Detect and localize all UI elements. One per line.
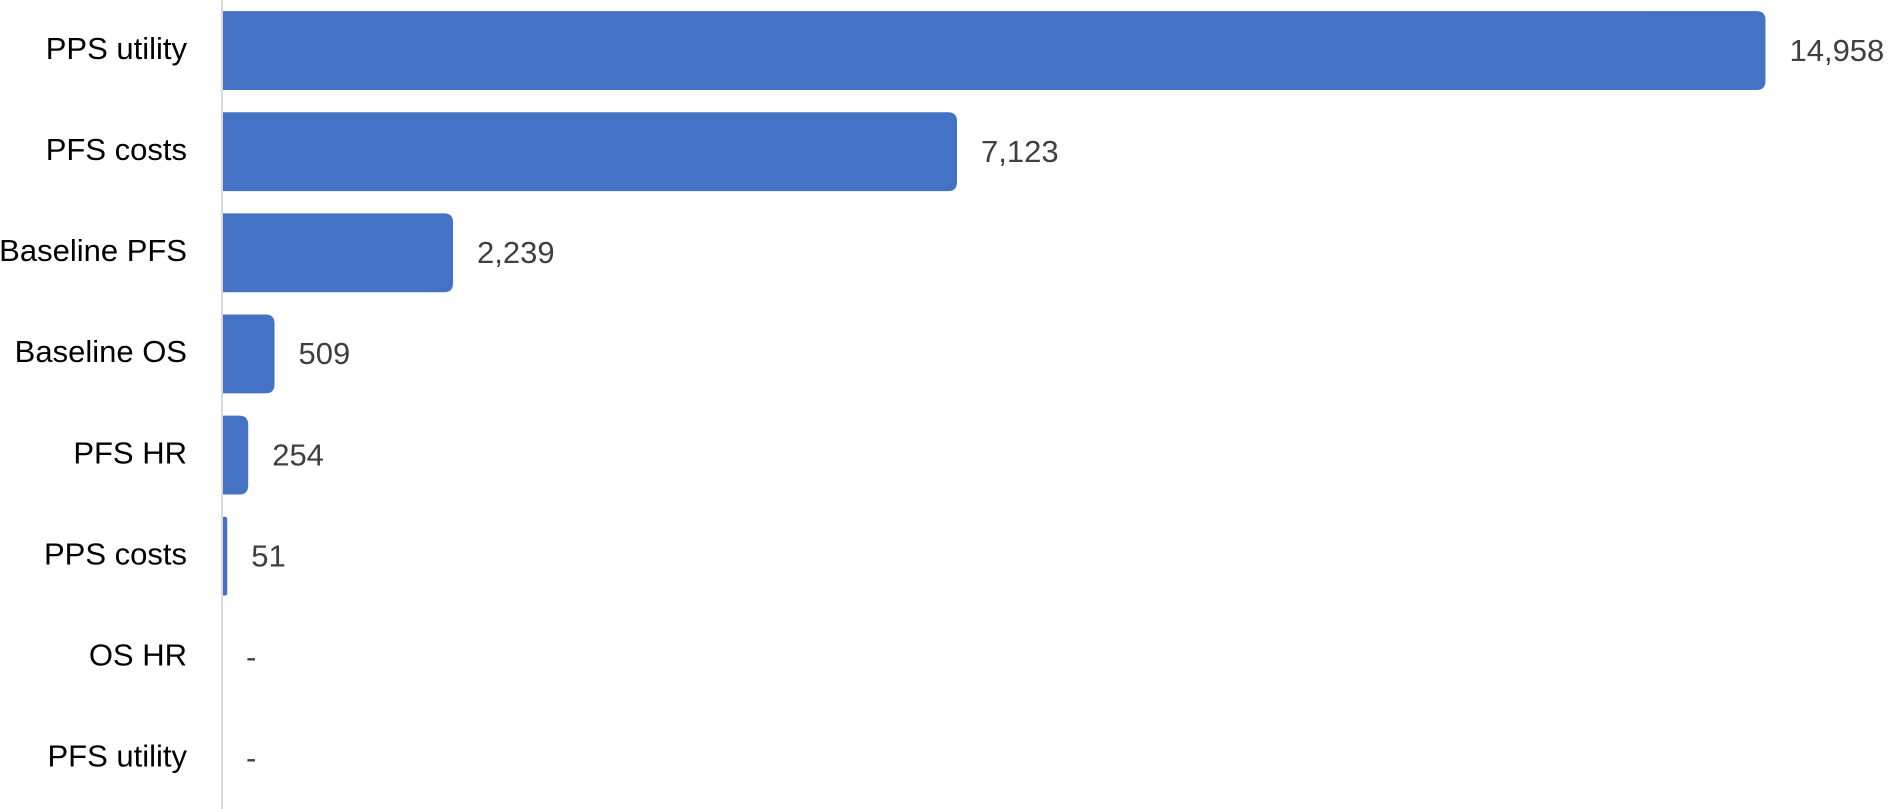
bar — [222, 11, 1766, 91]
data-label: 254 — [272, 437, 324, 472]
y-tick-label: PPS costs — [44, 536, 187, 571]
bar — [222, 516, 228, 596]
bar — [222, 112, 958, 192]
data-label: - — [246, 640, 256, 675]
y-tick-label: PFS costs — [46, 132, 187, 167]
y-tick-label: PFS HR — [73, 435, 187, 470]
data-label: 14,958 — [1789, 33, 1884, 68]
data-label: - — [246, 741, 256, 776]
y-tick-label: PPS utility — [46, 31, 188, 66]
bar — [222, 213, 454, 293]
data-label: 509 — [299, 336, 351, 371]
bar — [222, 314, 275, 394]
bar — [222, 415, 249, 495]
data-label: 51 — [251, 538, 285, 573]
y-tick-label: OS HR — [89, 638, 187, 673]
y-tick-label: PFS utility — [47, 739, 187, 774]
data-label: 2,239 — [477, 235, 555, 270]
y-tick-label: Baseline PFS — [0, 233, 187, 268]
data-label: 7,123 — [981, 134, 1059, 169]
y-tick-label: Baseline OS — [15, 334, 187, 369]
